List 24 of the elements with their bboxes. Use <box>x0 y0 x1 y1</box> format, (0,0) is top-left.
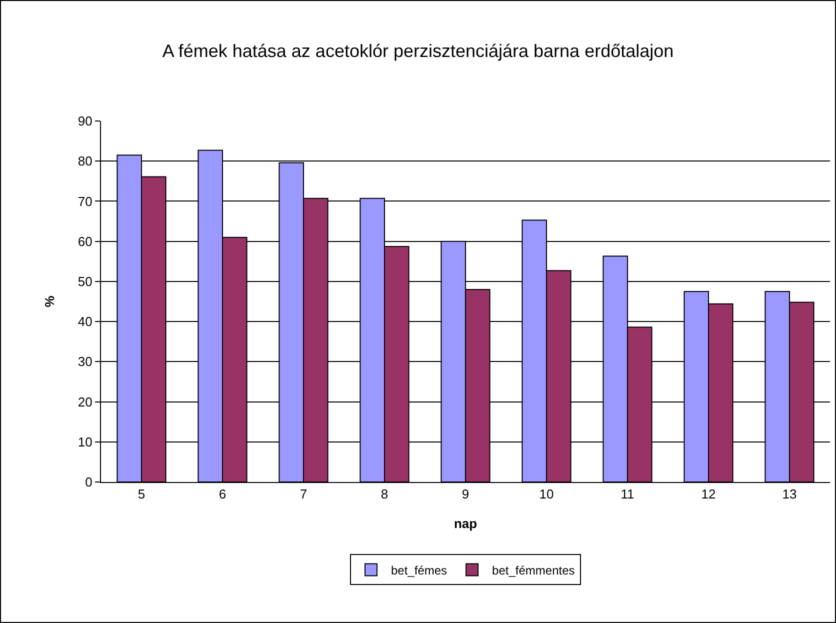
y-axis-title: % <box>42 295 57 308</box>
y-tick-label: 10 <box>78 434 92 450</box>
legend-label: bet_fémmentes <box>492 563 575 578</box>
y-tick-label: 40 <box>78 314 92 330</box>
x-tick-label: 12 <box>701 486 716 502</box>
x-tick-label: 8 <box>380 486 388 502</box>
chart-title: A fémek hatása az acetoklór perzisztenciájára barna erdőtalajon <box>162 41 674 62</box>
legend-label: bet_fémes <box>391 563 448 578</box>
y-tick-label: 30 <box>78 354 92 370</box>
y-tick-label: 50 <box>78 274 92 289</box>
x-tick-label: 9 <box>462 486 470 502</box>
x-tick-label: 10 <box>539 486 554 502</box>
y-tick-label: 0 <box>85 474 92 490</box>
y-tick-label: 70 <box>78 194 92 209</box>
y-tick-label: 90 <box>78 114 92 129</box>
x-tick-label: 13 <box>782 486 797 502</box>
y-tick-label: 80 <box>78 154 92 169</box>
x-tick-label: 11 <box>620 486 634 502</box>
x-tick-label: 5 <box>138 486 146 502</box>
y-tick-label: 20 <box>78 394 92 410</box>
x-axis-title: nap <box>454 516 478 532</box>
x-tick-label: 7 <box>300 486 308 502</box>
x-tick-label: 6 <box>218 486 226 502</box>
y-tick-label: 60 <box>78 234 92 249</box>
